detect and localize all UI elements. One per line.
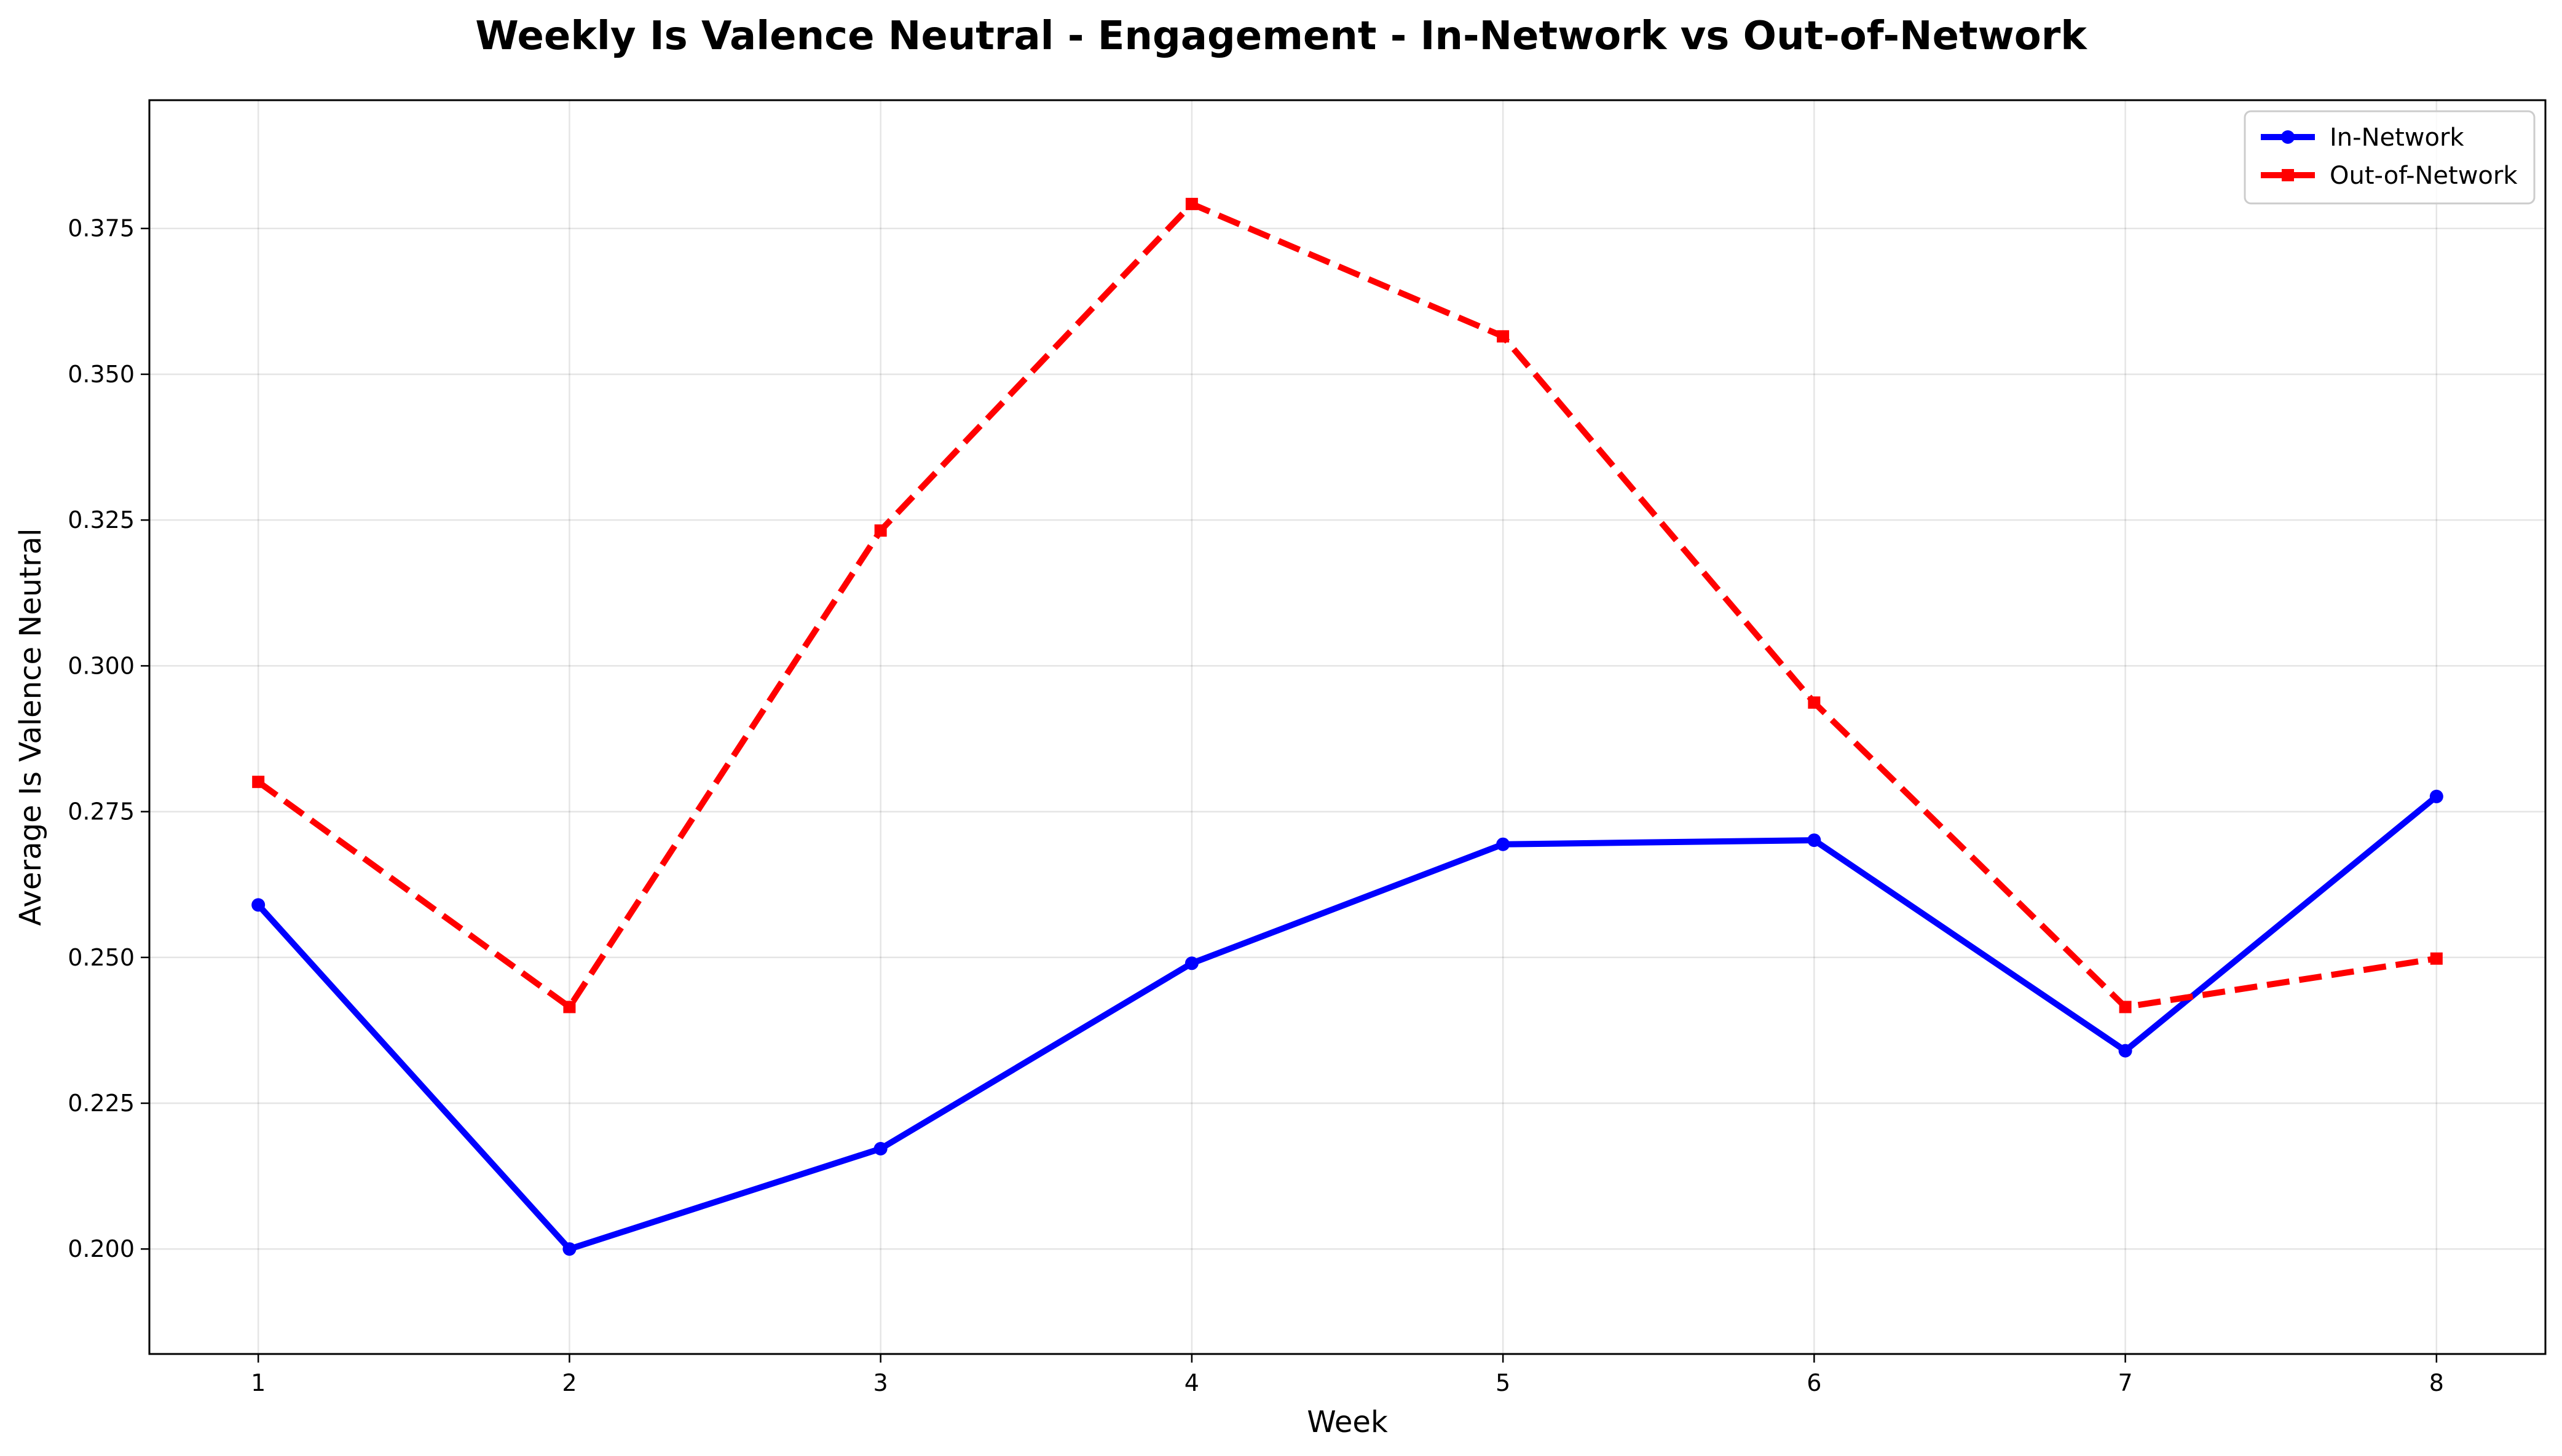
grid [149, 100, 2545, 1354]
y-tick-label: 0.275 [68, 798, 135, 825]
series-1-point [251, 898, 266, 912]
series-1-point [2118, 1044, 2132, 1058]
series-2-point [563, 1001, 576, 1013]
series-2-point [874, 524, 887, 537]
series-line-1 [256, 794, 2438, 1253]
x-tick-label: 2 [562, 1369, 577, 1396]
x-axis-label: Week [1307, 1405, 1388, 1439]
series-2-point [252, 776, 265, 789]
y-tick-label: 0.350 [68, 361, 135, 388]
x-tick-label: 1 [251, 1369, 266, 1396]
series-2-point [1808, 696, 1821, 709]
legend-marker-1 [2281, 130, 2295, 144]
x-tick-label: 7 [2118, 1369, 2132, 1396]
x-tick-label: 4 [1184, 1369, 1199, 1396]
legend-box [2244, 110, 2536, 205]
plot-series [251, 197, 2443, 1256]
axis-ticks: 0.200 0.225 0.250 0.275 0.300 0.325 0.350 0.375… [68, 215, 2444, 1396]
y-tick-label: 0.200 [68, 1235, 135, 1262]
series-1-point [1184, 956, 1199, 970]
series-2-point [2430, 952, 2443, 965]
y-axis-label: Average Is Valence Neutral [14, 529, 48, 926]
legend-label-1: In-Network [2330, 124, 2464, 152]
legend-marker-2 [2282, 169, 2294, 181]
x-tick-label: 5 [1496, 1369, 1510, 1396]
chart-title: Weekly Is Valence Neutral - Engagement -… [475, 14, 2087, 59]
y-tick-label: 0.225 [68, 1090, 135, 1117]
series-2-point [1185, 197, 1198, 210]
series-2-point [1497, 330, 1510, 343]
series-line-2 [256, 200, 2437, 1010]
series-1-point [1496, 837, 1510, 851]
series-1-point [2429, 789, 2443, 803]
series-1-point [1807, 833, 1821, 848]
y-tick-label: 0.300 [68, 652, 135, 679]
plot-frame [148, 99, 2547, 1355]
y-tick-label: 0.325 [68, 506, 135, 533]
series-1-point [873, 1142, 888, 1156]
legend-label-2: Out-of-Network [2330, 162, 2518, 190]
x-tick-label: 8 [2429, 1369, 2444, 1396]
series-2-point [2119, 1001, 2132, 1013]
y-tick-label: 0.375 [68, 215, 135, 242]
x-tick-label: 6 [1807, 1369, 1821, 1396]
legend: In-Network Out-of-Network [2244, 110, 2536, 205]
y-tick-label: 0.250 [68, 944, 135, 971]
series-1-point [562, 1242, 577, 1256]
x-tick-label: 3 [873, 1369, 888, 1396]
